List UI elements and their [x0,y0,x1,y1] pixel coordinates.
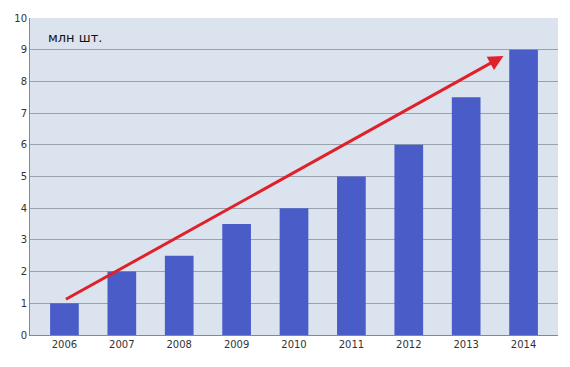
svg-text:2012: 2012 [396,339,421,350]
svg-text:10: 10 [14,13,27,24]
svg-text:2007: 2007 [109,339,134,350]
svg-text:8: 8 [21,76,27,87]
svg-text:7: 7 [21,108,27,119]
svg-text:2: 2 [21,266,27,277]
svg-text:2010: 2010 [281,339,306,350]
svg-text:2008: 2008 [166,339,191,350]
svg-text:млн шт.: млн шт. [48,30,102,45]
svg-text:1: 1 [21,298,27,309]
svg-text:4: 4 [21,203,27,214]
svg-text:0: 0 [21,330,27,341]
svg-text:2013: 2013 [453,339,478,350]
svg-text:2009: 2009 [224,339,249,350]
svg-text:6: 6 [21,139,27,150]
svg-text:2006: 2006 [52,339,77,350]
svg-text:2011: 2011 [339,339,364,350]
svg-text:2014: 2014 [511,339,536,350]
svg-text:9: 9 [21,44,27,55]
svg-text:5: 5 [21,171,27,182]
svg-text:3: 3 [21,234,27,245]
